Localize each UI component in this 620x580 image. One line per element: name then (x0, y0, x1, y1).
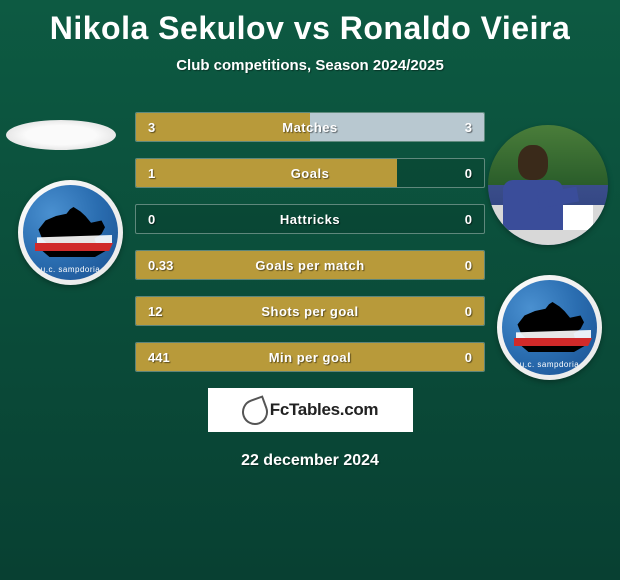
stat-row: 3Matches3 (135, 112, 485, 142)
stat-value-right: 3 (424, 120, 484, 135)
stat-label: Goals per match (196, 258, 424, 273)
stats-container: 3Matches31Goals00Hattricks00.33Goals per… (135, 112, 485, 372)
player1-name: Nikola Sekulov (50, 10, 285, 46)
player2-avatar (488, 125, 608, 245)
stat-value-right: 0 (424, 166, 484, 181)
stat-row: 0.33Goals per match0 (135, 250, 485, 280)
stat-label: Goals (196, 166, 424, 181)
stat-value-right: 0 (424, 350, 484, 365)
club-name-label: u.c. sampdoria (502, 360, 597, 369)
stat-value-left: 3 (136, 120, 196, 135)
branding-text: FcTables.com (270, 400, 379, 420)
sampdoria-logo-icon (514, 292, 584, 352)
stat-row: 1Goals0 (135, 158, 485, 188)
player1-club-badge: u.c. sampdoria (18, 180, 123, 285)
stat-label: Matches (196, 120, 424, 135)
branding-box: FcTables.com (208, 388, 413, 432)
player2-club-badge: u.c. sampdoria (497, 275, 602, 380)
vs-separator: vs (294, 10, 331, 46)
stat-value-right: 0 (424, 304, 484, 319)
fctables-logo-icon (242, 399, 264, 421)
stat-value-right: 0 (424, 212, 484, 227)
date-label: 22 december 2024 (0, 452, 620, 470)
player1-avatar (6, 120, 116, 150)
sampdoria-logo-icon (35, 197, 105, 257)
comparison-title: Nikola Sekulov vs Ronaldo Vieira (0, 0, 620, 47)
stat-label: Hattricks (196, 212, 424, 227)
club-name-label: u.c. sampdoria (23, 265, 118, 274)
stat-value-right: 0 (424, 258, 484, 273)
stat-value-left: 12 (136, 304, 196, 319)
stat-value-left: 1 (136, 166, 196, 181)
stat-row: 12Shots per goal0 (135, 296, 485, 326)
stat-value-left: 0.33 (136, 258, 196, 273)
subtitle: Club competitions, Season 2024/2025 (0, 57, 620, 74)
stat-row: 0Hattricks0 (135, 204, 485, 234)
player2-name: Ronaldo Vieira (340, 10, 570, 46)
stat-value-left: 441 (136, 350, 196, 365)
stat-label: Min per goal (196, 350, 424, 365)
stat-value-left: 0 (136, 212, 196, 227)
stat-label: Shots per goal (196, 304, 424, 319)
stat-row: 441Min per goal0 (135, 342, 485, 372)
